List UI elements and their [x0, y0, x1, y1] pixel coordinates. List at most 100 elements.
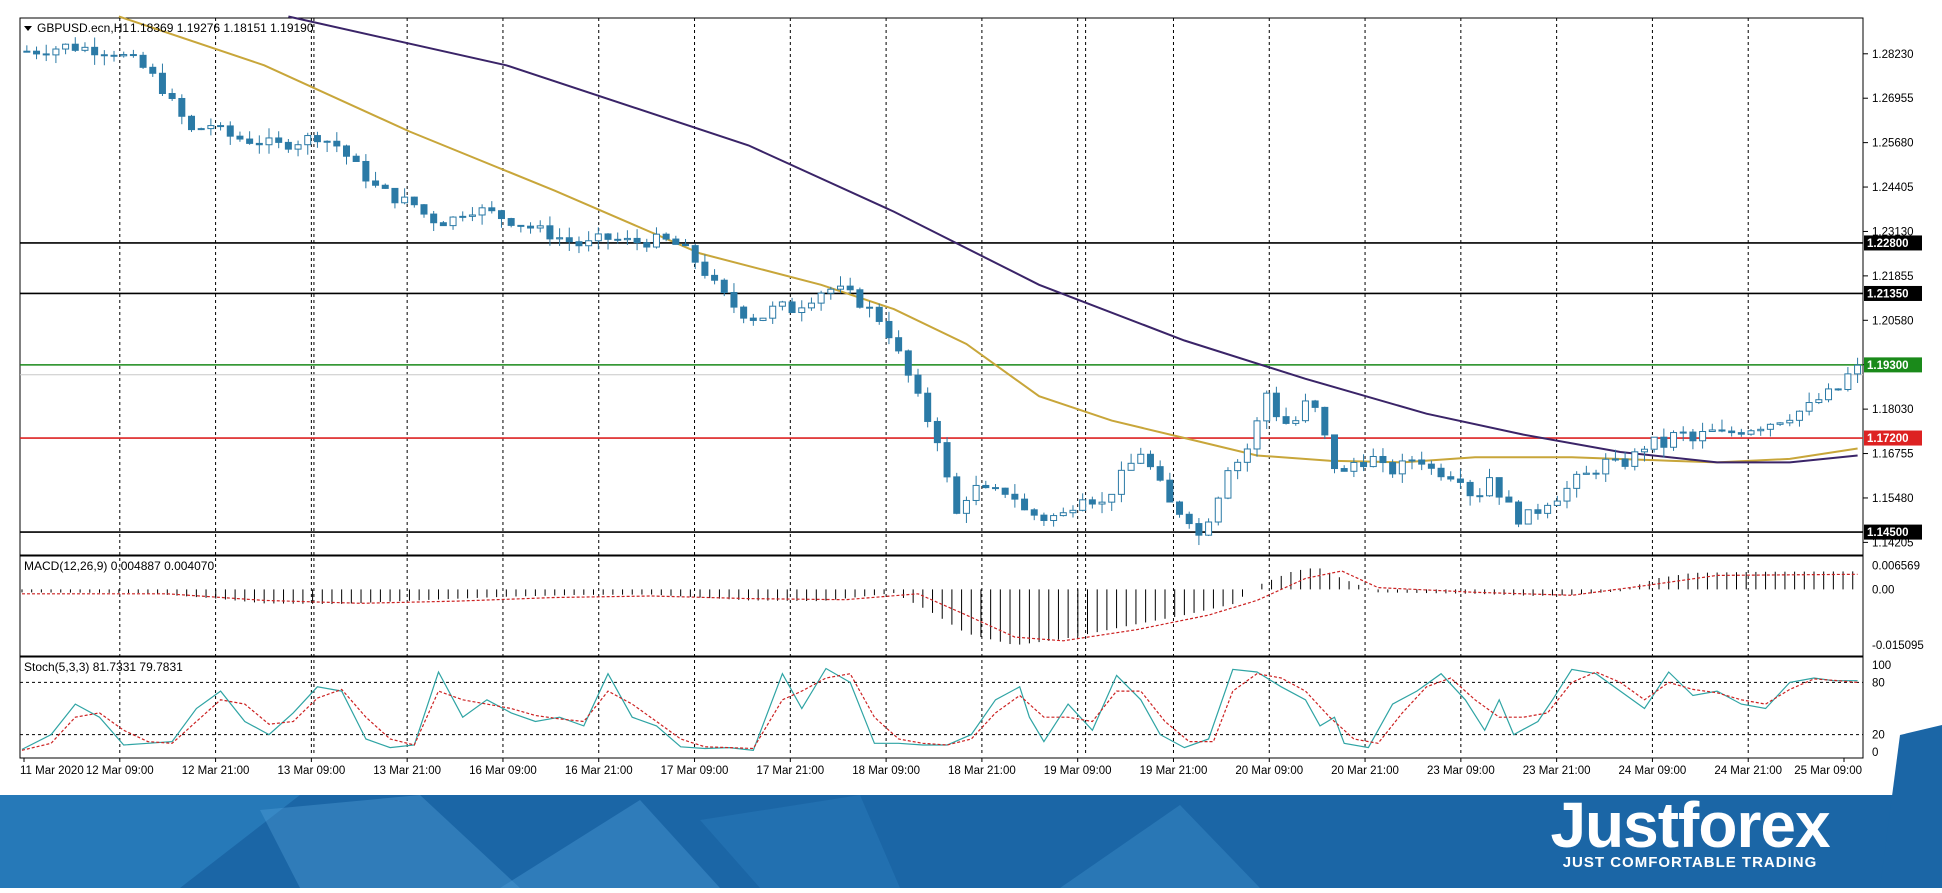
candle-up	[1854, 364, 1862, 375]
stoch-tick-label: 80	[1872, 677, 1885, 689]
candle-down	[730, 291, 738, 308]
candle-down	[575, 241, 583, 247]
candle-up	[1263, 392, 1271, 422]
candle-down	[149, 66, 157, 74]
candle-up	[1079, 499, 1087, 511]
time-label: 16 Mar 21:00	[565, 765, 633, 777]
candle-down	[275, 137, 283, 143]
price-tick-label: 1.18030	[1872, 404, 1914, 416]
candle-up	[1398, 460, 1406, 475]
time-label: 19 Mar 09:00	[1044, 765, 1112, 777]
candle-up	[1747, 430, 1755, 435]
price-tick-label: 1.25680	[1872, 138, 1914, 150]
candle-down	[933, 420, 941, 444]
macd-tick-label: 0.006569	[1872, 560, 1920, 572]
candle-down	[1689, 431, 1697, 442]
candle-down	[1592, 472, 1600, 475]
candle-up	[1243, 448, 1251, 463]
level-tag-label: 1.19300	[1867, 360, 1909, 372]
time-axis: 11 Mar 2020 12 Mar 09:00 12 Mar 21:00 13 Ma…	[20, 758, 1862, 777]
candle-down	[701, 261, 709, 276]
candle-down	[866, 306, 874, 309]
candles	[23, 37, 1862, 546]
candle-up	[1137, 453, 1145, 464]
candle-up	[623, 237, 631, 241]
candle-up	[652, 233, 660, 248]
candle-up	[778, 301, 786, 307]
candle-down	[352, 155, 360, 162]
candle-down	[1321, 406, 1329, 436]
candle-up	[459, 215, 467, 218]
candle-up	[1776, 422, 1784, 425]
candle-up	[1301, 400, 1309, 422]
candle-down	[236, 135, 244, 140]
candle-up	[1670, 432, 1678, 448]
candle-up	[1050, 515, 1058, 521]
candle-down	[895, 337, 903, 352]
candle-down	[439, 222, 447, 227]
candle-up	[1766, 423, 1774, 430]
candle-down	[313, 135, 321, 143]
candle-down	[604, 233, 612, 240]
level-tag-label: 1.22800	[1867, 238, 1909, 250]
candle-up	[827, 288, 835, 294]
candle-up	[1069, 509, 1077, 514]
candle-down	[1437, 467, 1445, 478]
candle-down	[672, 238, 680, 245]
candle-up	[759, 317, 767, 321]
candle-up	[1408, 459, 1416, 462]
candle-up	[323, 140, 331, 143]
price-tick-label: 1.20580	[1872, 315, 1914, 327]
candle-down	[740, 306, 748, 319]
macd-indicator: 0.006569 0.00 -0.015095	[21, 560, 1924, 652]
candle-up	[1650, 436, 1658, 450]
candle-up	[972, 484, 980, 501]
candle-up	[478, 207, 486, 216]
candle-up	[1805, 402, 1813, 412]
candle-down	[720, 279, 728, 293]
candle-down	[430, 213, 438, 224]
candle-down	[1418, 459, 1426, 465]
candle-down	[1660, 436, 1668, 448]
candle-up	[817, 292, 825, 304]
candle-down	[71, 43, 79, 51]
candle-up	[197, 128, 205, 131]
candle-up	[1098, 501, 1106, 505]
candle-down	[507, 218, 515, 226]
stoch-tick-label: 20	[1872, 730, 1885, 742]
candle-down	[856, 289, 864, 308]
candle-down	[517, 224, 525, 227]
price-tick-label: 1.21855	[1872, 271, 1914, 283]
candle-up	[1205, 521, 1213, 536]
candle-up	[1757, 428, 1765, 432]
time-label: 25 Mar 09:00	[1794, 765, 1862, 777]
candle-up	[769, 305, 777, 319]
candle-up	[468, 214, 476, 217]
candle-down	[885, 320, 893, 339]
price-tick-label: 1.14205	[1872, 537, 1914, 549]
level-tag	[1864, 285, 1922, 301]
candle-down	[1088, 499, 1096, 505]
candle-up	[1253, 420, 1261, 450]
candle-up	[23, 50, 31, 53]
candle-up	[1059, 512, 1067, 517]
time-label: 16 Mar 09:00	[469, 765, 537, 777]
candle-down	[982, 484, 990, 489]
candle-up	[1553, 500, 1561, 506]
candle-down	[255, 142, 263, 146]
brand-tagline: JUST COMFORTABLE TRADING	[1562, 854, 1818, 871]
candle-up	[1631, 451, 1639, 467]
candle-down	[924, 392, 932, 422]
macd-label: MACD(12,26,9) 0.004887 0.004070	[24, 559, 214, 573]
candle-up	[1544, 504, 1552, 514]
candle-down	[1040, 514, 1048, 521]
level-tag-label: 1.14500	[1867, 527, 1909, 539]
brand-logo: Justforex JUST COMFORTABLE TRADING	[1480, 790, 1900, 871]
candle-down	[1718, 429, 1726, 432]
candle-up	[304, 135, 312, 146]
candle-up	[1699, 431, 1707, 442]
candle-up	[556, 237, 564, 240]
candle-down	[217, 125, 225, 128]
candle-up	[1563, 487, 1571, 502]
symbol-menu-icon[interactable]	[24, 26, 32, 31]
